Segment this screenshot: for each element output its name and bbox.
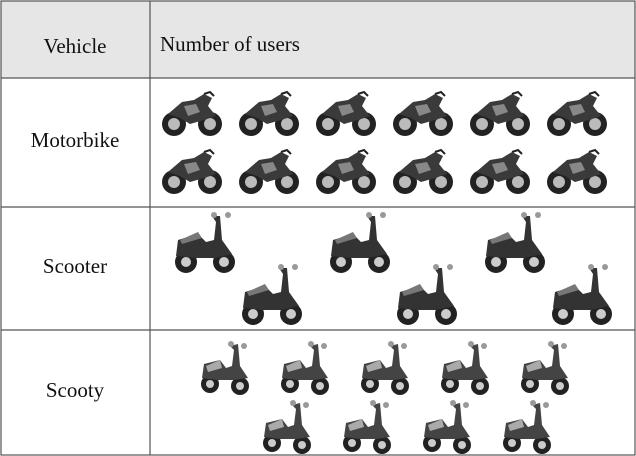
vehicle-icon (546, 91, 608, 137)
header-cell: Number of users (160, 32, 300, 56)
vehicle-icon (469, 91, 531, 137)
vehicle-icon (485, 212, 545, 273)
vehicle-icon (315, 149, 377, 195)
vehicle-icon (423, 400, 471, 454)
vehicle-label: Scooty (46, 378, 105, 402)
vehicle-icon (201, 341, 249, 395)
vehicle-label: Motorbike (31, 128, 120, 152)
header-background (1, 1, 635, 78)
vehicle-icon (392, 149, 454, 195)
vehicle-icon (238, 149, 300, 195)
vehicle-label: Scooter (43, 254, 107, 278)
vehicle-icon (238, 91, 300, 137)
vehicle-icon (161, 91, 223, 137)
vehicle-icon (552, 264, 612, 325)
vehicle-icon (343, 400, 391, 454)
vehicle-icon (469, 149, 531, 195)
vehicle-icon (392, 91, 454, 137)
vehicle-icon (161, 149, 223, 195)
vehicle-icon (175, 212, 235, 273)
header-cell: Vehicle (44, 34, 107, 58)
vehicle-icon (546, 149, 608, 195)
vehicle-icon (361, 341, 409, 395)
vehicle-icon (281, 341, 329, 395)
vehicle-icon (503, 400, 551, 454)
vehicle-icon (242, 264, 302, 325)
vehicle-icon (441, 341, 489, 395)
vehicle-icon (397, 264, 457, 325)
vehicle-icon (521, 341, 569, 395)
vehicle-icon (263, 400, 311, 454)
vehicle-icon (315, 91, 377, 137)
vehicle-icon (330, 212, 390, 273)
